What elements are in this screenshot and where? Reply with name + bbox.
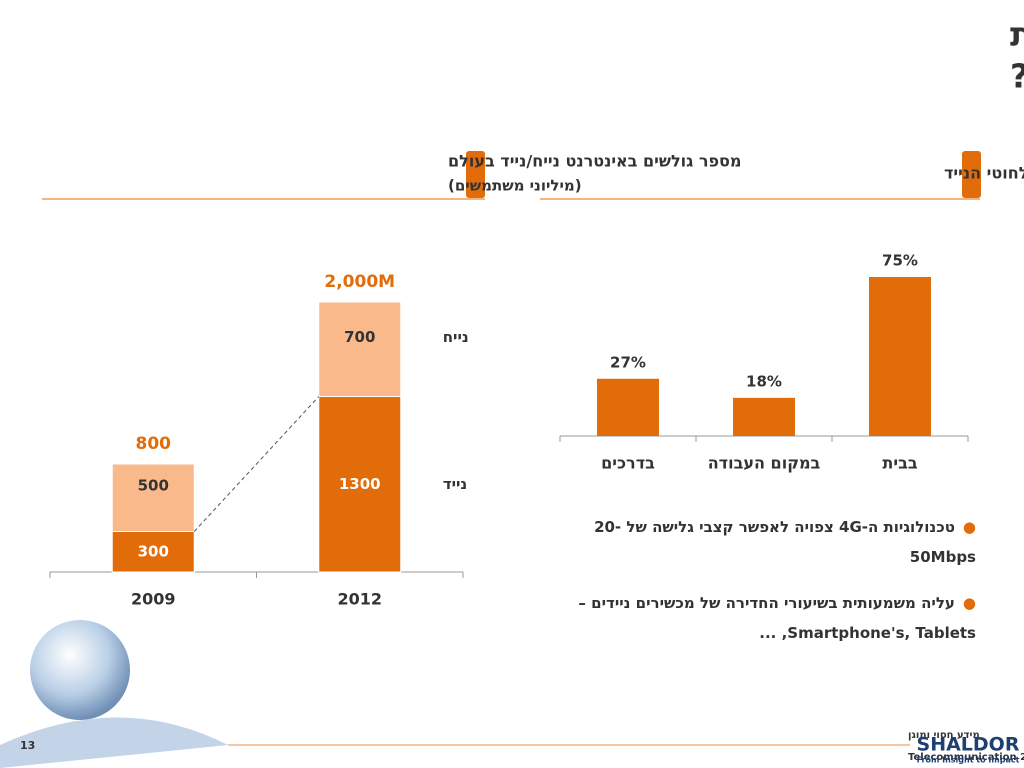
chart-subtitle: (מיליוני משתמשים) xyxy=(448,177,582,195)
bar xyxy=(869,277,931,436)
value-label: 27% xyxy=(610,353,646,371)
trend-connector xyxy=(193,396,320,532)
logo: SHALDOR xyxy=(917,734,1020,756)
bullet-text: טכנולוגיות ה-4G צפויה לאפשר קצבי גלישה ש… xyxy=(594,518,976,566)
x-tick-label: 2009 xyxy=(131,590,176,609)
globe xyxy=(30,620,130,720)
chart-title: מיקום השימוש במודם האלחוטי הנייד xyxy=(944,164,1024,183)
segment-label: 1300 xyxy=(339,475,381,493)
bar-segment xyxy=(318,301,402,397)
value-label: 75% xyxy=(882,252,918,270)
total-label: 800 xyxy=(136,434,172,454)
bar xyxy=(597,378,659,436)
bar xyxy=(733,397,795,436)
bullet: ●עליה משמעותית בשיעורי החדירה של מכשירים… xyxy=(578,594,976,642)
title: האם הטכנולוגיות האלחוטיות צפויות להוות ת… xyxy=(1010,15,1024,54)
segment-label: 700 xyxy=(344,328,375,346)
bullet: ●טכנולוגיות ה-4G צפויה לאפשר קצבי גלישה … xyxy=(594,518,976,566)
confidential: מידע חסוי ומוגן xyxy=(908,730,980,741)
bullet-text: עליה משמעותית בשיעורי החדירה של מכשירים … xyxy=(578,594,976,642)
total-label: 2,000M xyxy=(324,272,395,292)
title: לטכנולוגיה הקווית? xyxy=(1010,57,1024,96)
chart-title: מספר גולשים באינטרנט נייח/נייד בעולם xyxy=(448,152,742,171)
value-label: 18% xyxy=(746,372,782,390)
page-number: 13 xyxy=(20,739,35,752)
segment-label: 500 xyxy=(138,476,169,494)
x-tick-label: במקום העבודה xyxy=(708,454,821,473)
header-tab xyxy=(962,151,981,198)
bar-segment xyxy=(111,531,195,573)
segment-label: 300 xyxy=(138,542,169,560)
x-tick-label: בדרכים xyxy=(601,454,655,473)
bar-segment xyxy=(318,396,402,573)
tagline: From Insight to Impact xyxy=(917,756,1020,765)
x-tick-label: בבית xyxy=(882,454,917,473)
header-tab xyxy=(466,151,485,198)
swoosh xyxy=(0,717,228,768)
source: התחרות בשירותי הפס הרחב בישראל- Telecomm… xyxy=(908,752,1024,763)
bar-segment xyxy=(111,463,195,532)
legend-label: נייח xyxy=(443,328,469,346)
x-tick-label: 2012 xyxy=(337,590,382,609)
legend-label: נייד xyxy=(443,475,467,493)
